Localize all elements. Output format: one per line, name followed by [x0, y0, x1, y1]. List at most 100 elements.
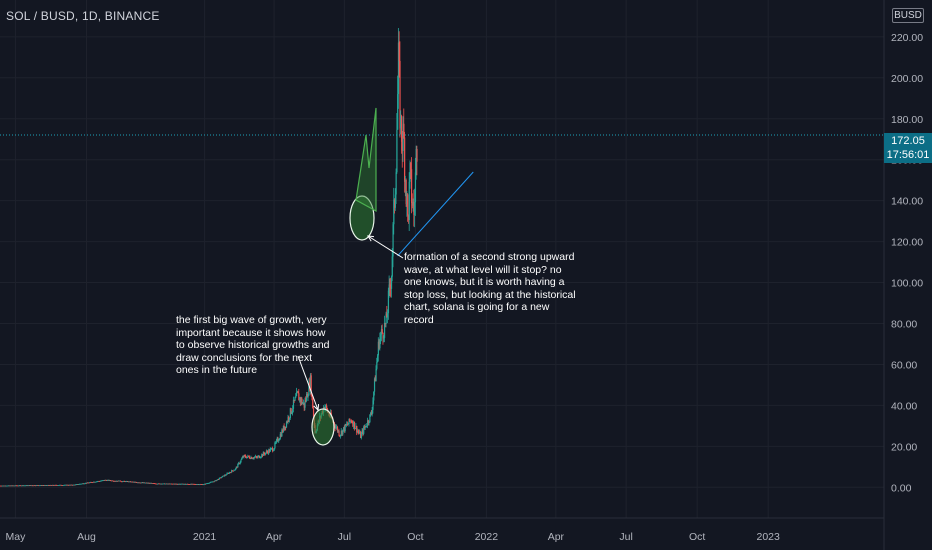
candle-body [265, 451, 268, 453]
x-tick-label: 2023 [757, 531, 781, 543]
candle-body [132, 481, 134, 483]
candle-body [270, 448, 272, 450]
candle-body [112, 480, 115, 482]
candle-body [195, 484, 197, 485]
candle-body [224, 474, 227, 476]
candle-body [78, 484, 80, 485]
candle-body [375, 368, 377, 382]
candle-body [35, 485, 37, 486]
candle-body [298, 393, 300, 401]
candle-body [304, 400, 306, 408]
candle-body [150, 482, 152, 484]
candle-body [113, 480, 115, 482]
candle-body [42, 485, 44, 486]
candle-body [9, 485, 11, 487]
candle-body [312, 408, 315, 417]
candle-body [411, 169, 413, 204]
candle-body [99, 480, 102, 482]
candle-body [160, 483, 163, 485]
candle-body [359, 431, 361, 434]
candle-body [202, 484, 204, 486]
y-tick-label: 60.00 [891, 359, 917, 371]
candle-body [285, 421, 288, 428]
candle-body [2, 485, 4, 487]
candle-body [308, 382, 310, 396]
candle-body [68, 484, 71, 486]
candle-body [21, 485, 24, 487]
candle-body [205, 483, 207, 485]
candle-body [403, 123, 405, 138]
candle-body [82, 483, 85, 485]
x-tick-label: 2022 [475, 531, 499, 543]
candle-body [353, 421, 355, 427]
candle-body [100, 480, 102, 482]
candle-body [119, 480, 122, 482]
y-tick-label: 200.00 [891, 73, 923, 85]
candle-body [379, 338, 381, 349]
candle-body [187, 483, 189, 485]
y-tick-label: 240.00 [891, 0, 923, 3]
candle-body [397, 42, 400, 95]
candle-body [61, 485, 63, 486]
candle-body [248, 455, 250, 457]
candle-body [151, 483, 153, 484]
candle-body [360, 433, 363, 438]
candle-body [129, 481, 131, 483]
candle-body [200, 484, 202, 485]
candle-body [210, 481, 212, 483]
candle-body [385, 313, 387, 325]
candle-body [21, 485, 23, 487]
candle-body [111, 480, 113, 482]
candle-body [373, 378, 376, 392]
candle-body [92, 481, 95, 483]
candle-body [153, 483, 156, 484]
candle-body [95, 481, 97, 483]
trend-line [397, 171, 474, 257]
candle-body [52, 484, 54, 486]
candle-body [67, 484, 69, 486]
x-tick-label: 2021 [193, 531, 217, 543]
candle-body [249, 458, 251, 459]
candle-body [144, 482, 146, 484]
candle-body [396, 129, 398, 173]
candle-body [238, 462, 241, 464]
candle-body [409, 162, 411, 182]
candle-body [299, 397, 302, 403]
candle-body [75, 484, 77, 486]
candle-body [233, 470, 235, 472]
candle-body [27, 485, 29, 487]
candle-body [191, 483, 193, 485]
candle-body [11, 485, 13, 487]
candle-body [130, 481, 132, 483]
candle-body [221, 477, 223, 478]
candle-body [17, 485, 19, 487]
candle-body [126, 481, 128, 482]
candle-body [79, 483, 81, 485]
candle-body [37, 485, 39, 486]
candle-body [390, 276, 393, 289]
candle-body [24, 485, 26, 487]
candle-body [242, 456, 244, 458]
candle-body [156, 483, 159, 485]
candle-body [184, 483, 186, 485]
candle-body [48, 485, 51, 486]
candle-body [3, 485, 5, 487]
candle-body [251, 457, 253, 459]
candle-body [255, 456, 257, 458]
candle-body [148, 482, 150, 484]
candle-body [91, 482, 93, 483]
candle-body [301, 398, 303, 404]
candle-body [295, 396, 297, 398]
candle-body [374, 378, 376, 382]
candle-body [62, 485, 64, 486]
candle-body [83, 483, 85, 485]
candle-body [387, 290, 390, 314]
candle-body [275, 442, 277, 444]
candle-body [260, 456, 262, 458]
candle-body [18, 485, 21, 487]
candle-body [216, 479, 218, 481]
candle-body [156, 483, 158, 485]
candle-body [199, 484, 201, 485]
candle-body [184, 483, 186, 485]
candle-body [185, 483, 187, 485]
